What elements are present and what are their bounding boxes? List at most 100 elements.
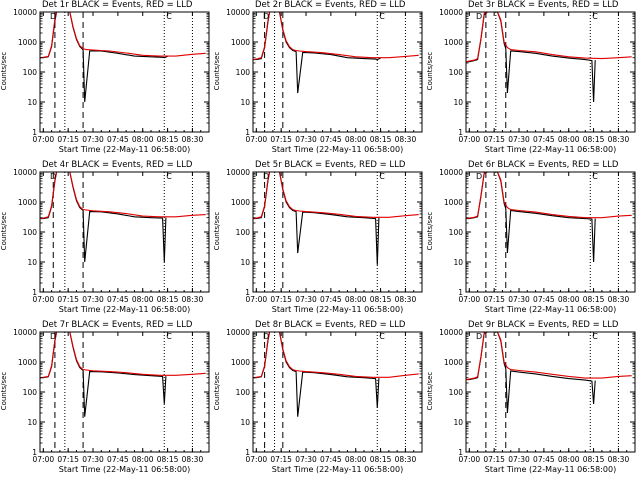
x-tick-label: 07:15 [483, 135, 505, 144]
x-tick-label: 08:15 [157, 135, 179, 144]
lld-series-line [253, 12, 419, 61]
x-tick-label: 07:15 [483, 295, 505, 304]
x-axis-label: Start Time (22-May-11 06:58:00) [271, 465, 404, 474]
y-tick-label: 1000 [18, 198, 37, 207]
lld-series-line [466, 12, 632, 63]
y-tick-label: 10000 [439, 328, 463, 337]
corner-mark-right: C [166, 172, 172, 181]
x-tick-label: 08:30 [182, 295, 204, 304]
x-tick-label: 07:30 [508, 135, 530, 144]
y-tick-label: 100 [449, 388, 464, 397]
x-tick-label: 07:00 [459, 295, 481, 304]
x-tick-label: 07:45 [107, 455, 129, 464]
plot-frame [465, 331, 636, 453]
y-tick-label: 1000 [231, 358, 250, 367]
x-tick-label: 07:45 [533, 135, 555, 144]
plot-frame [465, 11, 636, 133]
plot-frame [39, 331, 210, 453]
y-axis-label: Counts/sec [213, 211, 221, 251]
y-tick-label: 1000 [444, 38, 463, 47]
corner-mark-right: C [592, 172, 598, 181]
x-tick-label: 08:00 [558, 135, 580, 144]
x-tick-label: 07:45 [533, 455, 555, 464]
x-tick-label: 07:30 [295, 135, 317, 144]
events-series-line [40, 12, 168, 103]
corner-mark-right: C [379, 12, 385, 21]
x-tick-label: 07:45 [320, 135, 342, 144]
x-tick-label: 08:00 [345, 295, 367, 304]
plot-frame [252, 171, 423, 293]
y-tick-label: 10 [27, 258, 37, 267]
y-tick-label: 100 [449, 68, 464, 77]
x-tick-label: 07:30 [295, 295, 317, 304]
y-tick-label: 100 [23, 388, 38, 397]
panel-title: Det 3r BLACK = Events, RED = LLD [468, 0, 619, 10]
y-tick-label: 10 [453, 98, 463, 107]
y-axis-label: Counts/sec [0, 371, 8, 411]
x-axis-label: Start Time (22-May-11 06:58:00) [58, 145, 191, 154]
y-tick-label: 10 [27, 418, 37, 427]
x-tick-label: 07:00 [33, 455, 55, 464]
events-series-line [466, 12, 596, 103]
lld-series-line [466, 332, 632, 381]
x-tick-label: 07:15 [483, 455, 505, 464]
x-tick-label: 08:15 [370, 455, 392, 464]
y-tick-label: 1000 [18, 38, 37, 47]
x-tick-label: 07:00 [33, 135, 55, 144]
x-tick-label: 07:45 [533, 295, 555, 304]
x-tick-label: 08:15 [157, 455, 179, 464]
x-tick-label: 08:00 [132, 135, 154, 144]
corner-mark-right: C [379, 172, 385, 181]
x-tick-label: 08:00 [345, 135, 367, 144]
y-tick-label: 1 [32, 448, 37, 457]
x-tick-label: 08:30 [395, 455, 417, 464]
x-tick-label: 07:15 [57, 135, 79, 144]
x-tick-label: 07:30 [82, 295, 104, 304]
y-tick-label: 1 [245, 448, 250, 457]
y-tick-label: 1 [32, 128, 37, 137]
y-tick-label: 100 [236, 388, 251, 397]
y-tick-label: 1000 [444, 198, 463, 207]
corner-mark-left: D [263, 172, 269, 181]
panel-title: Det 9r BLACK = Events, RED = LLD [468, 320, 619, 330]
corner-mark-right: C [592, 332, 598, 341]
y-tick-label: 1 [458, 128, 463, 137]
panel-title: Det 8r BLACK = Events, RED = LLD [255, 320, 406, 330]
y-tick-label: 1 [458, 288, 463, 297]
y-tick-label: 1000 [231, 198, 250, 207]
corner-mark-left: D [50, 12, 56, 21]
events-series-line [253, 332, 380, 417]
plot-frame [465, 171, 636, 293]
x-tick-label: 07:15 [57, 295, 79, 304]
x-axis-label: Start Time (22-May-11 06:58:00) [58, 305, 191, 314]
x-tick-label: 07:00 [246, 135, 268, 144]
y-tick-label: 1 [458, 448, 463, 457]
x-tick-label: 08:15 [583, 295, 605, 304]
corner-mark-left: D [476, 172, 482, 181]
panel-title: Det 6r BLACK = Events, RED = LLD [468, 160, 619, 170]
x-tick-label: 08:00 [132, 295, 154, 304]
x-tick-label: 08:30 [182, 455, 204, 464]
y-tick-label: 1 [32, 288, 37, 297]
corner-mark-right: C [166, 332, 172, 341]
x-tick-label: 08:00 [132, 455, 154, 464]
corner-mark-left: D [476, 332, 482, 341]
x-axis-label: Start Time (22-May-11 06:58:00) [271, 145, 404, 154]
y-tick-label: 10 [27, 98, 37, 107]
corner-mark-left: D [50, 332, 56, 341]
x-tick-label: 07:15 [270, 295, 292, 304]
y-tick-label: 100 [236, 228, 251, 237]
plot-frame [39, 171, 210, 293]
x-axis-label: Start Time (22-May-11 06:58:00) [484, 305, 617, 314]
y-tick-label: 10000 [226, 168, 250, 177]
x-tick-label: 07:45 [107, 295, 129, 304]
x-tick-label: 08:15 [370, 295, 392, 304]
lld-series-line [253, 332, 419, 379]
corner-mark-right: C [379, 332, 385, 341]
x-tick-label: 07:30 [295, 455, 317, 464]
